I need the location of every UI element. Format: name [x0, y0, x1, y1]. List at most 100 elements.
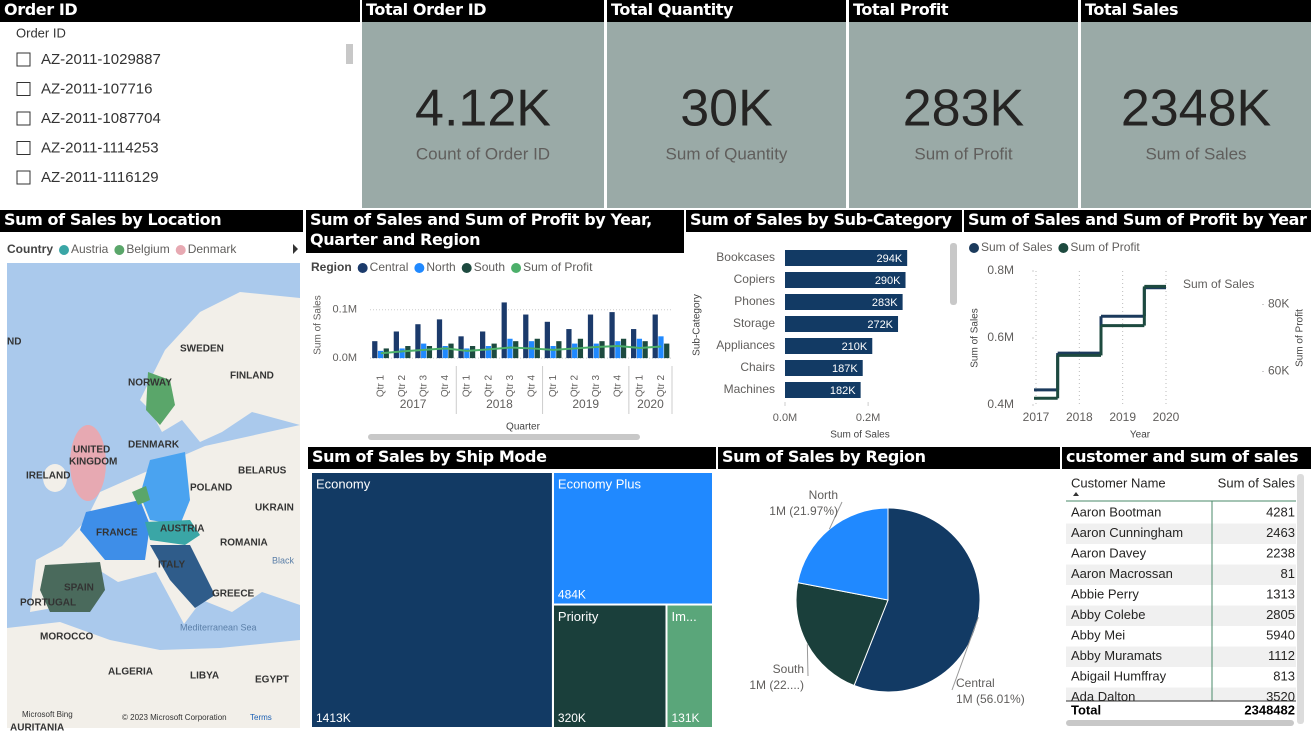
pie-slice [797, 507, 889, 601]
checkbox[interactable] [16, 52, 31, 67]
checkbox[interactable] [16, 111, 31, 126]
bar [436, 319, 443, 359]
legend-marker [175, 245, 186, 255]
map [7, 263, 300, 728]
x-tick-label: 0.0M [773, 412, 797, 424]
treemap-tile [665, 603, 715, 729]
bar [523, 314, 529, 359]
table-total: Total [1071, 702, 1101, 717]
bar [415, 324, 421, 359]
x-group-label: 2018 [486, 397, 513, 411]
x-tick-label: Qtr 2 [483, 374, 494, 397]
data-label: 1M (22....) [749, 678, 804, 692]
map-label: ALGERIA [108, 667, 153, 678]
axis-title: Year [1130, 430, 1151, 441]
tile-label: Priority [558, 609, 599, 624]
axis-title: Sum of Sales [830, 430, 889, 441]
y-tick-label: Copiers [734, 272, 775, 286]
bar [652, 314, 658, 359]
card-value: 4.12K [415, 80, 551, 138]
x-tick-label: Qtr 4 [526, 374, 537, 397]
row-band [1066, 564, 1296, 585]
legend-label: Sum of Sales [981, 240, 1052, 254]
card-title: Total Sales [1081, 0, 1311, 22]
data-label: 283K [872, 297, 898, 309]
checkbox[interactable] [16, 170, 31, 185]
data-label: 1413K [316, 711, 351, 725]
card-value: 30K [680, 80, 773, 138]
x-tick-label: Qtr 3 [505, 374, 516, 397]
card-value: 2348K [1121, 80, 1272, 138]
legend-arrow[interactable] [293, 244, 298, 254]
map-label: UKRAIN [255, 503, 294, 514]
x-tick-label: Qtr 2 [397, 374, 408, 397]
bar [566, 329, 572, 359]
chart-title: Sum of Sales by Sub-Category [686, 210, 962, 232]
map-land [43, 464, 67, 492]
map-attribution: © 2023 Microsoft Corporation [122, 713, 227, 722]
scrollbar[interactable] [346, 44, 353, 64]
bar [609, 312, 615, 359]
scrollbar[interactable] [1297, 474, 1304, 724]
y2-tick-label: 60K [1268, 364, 1289, 378]
axis-title: Sum of Sales [970, 308, 981, 367]
checkbox[interactable] [16, 141, 31, 155]
map-label: SWEDEN [180, 344, 224, 355]
total-row [1066, 701, 1296, 720]
card [1081, 22, 1311, 208]
bar [485, 346, 492, 359]
y-tick-label: Phones [734, 294, 775, 308]
bar [587, 314, 594, 359]
legend-marker [461, 263, 472, 273]
scrollbar[interactable] [950, 243, 957, 305]
data-label: 290K [875, 275, 901, 287]
map-attribution: Terms [250, 713, 272, 722]
bar [513, 341, 519, 359]
bar [785, 382, 861, 398]
slicer-title: Order ID [0, 0, 360, 22]
x-tick-label: Qtr 1 [634, 374, 645, 397]
slicer-item: AZ-2011-107716 [41, 80, 152, 97]
bar [377, 350, 384, 359]
card-title: Total Profit [849, 0, 1078, 22]
table-cell: Ada Dalton [1071, 689, 1135, 704]
data-label: 272K [867, 319, 893, 331]
map-country [145, 520, 200, 545]
card-title: Total Order ID [362, 0, 604, 22]
axis-title: Sum of Profit [1295, 309, 1306, 367]
leader-line [806, 644, 809, 677]
legend-label: Sum of Profit [1070, 240, 1140, 254]
bar [442, 346, 448, 359]
x-tick-label: Qtr 1 [462, 374, 473, 397]
y-tick-label: Appliances [716, 338, 775, 352]
bar [785, 250, 908, 266]
table-cell: Aaron Cunningham [1071, 525, 1183, 540]
y-tick-label: 0.4M [987, 397, 1014, 411]
scrollbar[interactable] [1066, 720, 1294, 726]
legend-title: Region [311, 260, 352, 274]
data-label: 1M (56.01%) [956, 692, 1025, 706]
table-cell: Abigail Humffray [1071, 668, 1167, 683]
checkbox[interactable] [16, 82, 31, 96]
bar [399, 348, 405, 359]
map-land [7, 622, 300, 728]
x-tick-label: Qtr 1 [375, 374, 386, 397]
axis-title: Sum of Sales [313, 295, 324, 354]
legend-label: Belgium [126, 242, 169, 256]
x-group-label: 2019 [572, 397, 599, 411]
scrollbar[interactable] [368, 434, 640, 440]
bar [550, 346, 556, 359]
x-tick-label: Qtr 4 [440, 374, 451, 397]
table-cell: 1112 [1268, 648, 1295, 663]
y-tick-label: 0.1M [333, 304, 357, 316]
map-label: FINLAND [230, 371, 274, 382]
legend-label: Austria [71, 242, 109, 256]
bar [469, 346, 476, 359]
legend-label: North [426, 260, 455, 274]
map-label: BELARUS [238, 466, 287, 477]
x-group-label: 2020 [637, 397, 664, 411]
map-land [140, 292, 300, 442]
table-cell: 2463 [1266, 525, 1295, 540]
